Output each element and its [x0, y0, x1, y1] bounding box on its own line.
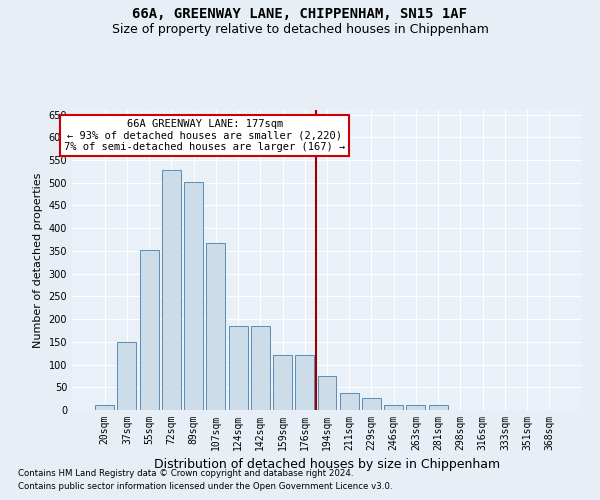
- Bar: [118, 342, 136, 410]
- Bar: [429, 406, 448, 410]
- Bar: [362, 398, 381, 410]
- Text: 66A, GREENWAY LANE, CHIPPENHAM, SN15 1AF: 66A, GREENWAY LANE, CHIPPENHAM, SN15 1AF: [133, 8, 467, 22]
- Bar: [251, 326, 270, 410]
- Bar: [384, 404, 403, 410]
- Text: Contains public sector information licensed under the Open Government Licence v3: Contains public sector information licen…: [18, 482, 392, 491]
- Bar: [273, 354, 292, 410]
- Text: 66A GREENWAY LANE: 177sqm
← 93% of detached houses are smaller (2,220)
7% of sem: 66A GREENWAY LANE: 177sqm ← 93% of detac…: [64, 119, 346, 152]
- Bar: [406, 404, 425, 410]
- Text: Size of property relative to detached houses in Chippenham: Size of property relative to detached ho…: [112, 22, 488, 36]
- Bar: [229, 326, 248, 410]
- Bar: [140, 250, 158, 410]
- Bar: [95, 404, 114, 410]
- Text: Contains HM Land Registry data © Crown copyright and database right 2024.: Contains HM Land Registry data © Crown c…: [18, 468, 353, 477]
- Bar: [295, 354, 314, 410]
- Y-axis label: Number of detached properties: Number of detached properties: [33, 172, 43, 348]
- Bar: [162, 170, 181, 410]
- Bar: [340, 392, 359, 410]
- X-axis label: Distribution of detached houses by size in Chippenham: Distribution of detached houses by size …: [154, 458, 500, 471]
- Bar: [317, 376, 337, 410]
- Bar: [206, 243, 225, 410]
- Bar: [184, 182, 203, 410]
